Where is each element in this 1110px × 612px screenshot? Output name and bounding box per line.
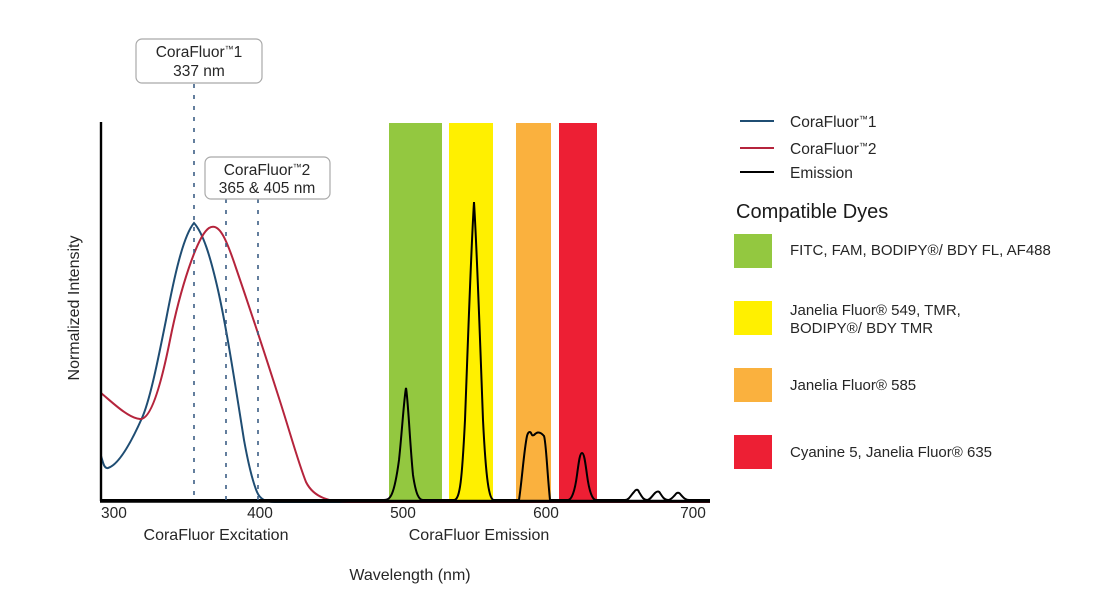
svg-text:700: 700 [680, 505, 706, 522]
svg-text:Cyanine 5, Janelia Fluor® 635: Cyanine 5, Janelia Fluor® 635 [790, 444, 992, 461]
svg-text:300: 300 [101, 505, 127, 522]
svg-text:Compatible Dyes: Compatible Dyes [736, 201, 888, 223]
svg-text:Normalized Intensity: Normalized Intensity [66, 236, 83, 381]
svg-text:Wavelength (nm): Wavelength (nm) [349, 567, 470, 584]
svg-text:FITC, FAM, BODIPY®/ BDY FL, AF: FITC, FAM, BODIPY®/ BDY FL, AF488 [790, 242, 1051, 259]
svg-text:400: 400 [247, 505, 273, 522]
svg-text:CoraFluor Excitation: CoraFluor Excitation [144, 527, 289, 544]
svg-text:Emission: Emission [790, 165, 853, 182]
svg-text:600: 600 [533, 505, 559, 522]
svg-text:365 & 405 nm: 365 & 405 nm [219, 180, 316, 197]
svg-text:337 nm: 337 nm [173, 63, 225, 80]
svg-text:Janelia Fluor® 549, TMR,: Janelia Fluor® 549, TMR, [790, 302, 961, 319]
svg-text:500: 500 [390, 505, 416, 522]
svg-text:Janelia Fluor® 585: Janelia Fluor® 585 [790, 377, 916, 394]
svg-text:BODIPY®/ BDY TMR: BODIPY®/ BDY TMR [790, 320, 933, 337]
svg-text:CoraFluor Emission: CoraFluor Emission [409, 527, 549, 544]
